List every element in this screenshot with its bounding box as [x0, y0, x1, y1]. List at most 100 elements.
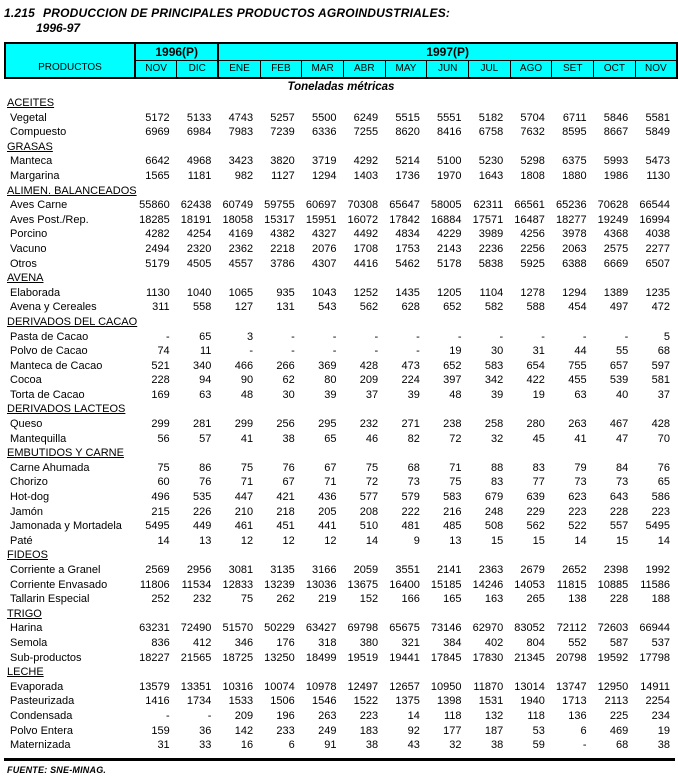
value-cell: 1040 [186, 286, 212, 299]
table-row: Paté 14 13 12 12 12 14 9 13 15 15 14 15 14 [5, 534, 677, 549]
value-cell: 90 [240, 374, 254, 387]
value-cell: 586 [651, 491, 670, 504]
table-row: Vegetal 5172 5133 4743 5257 5500 6249 5515 5551 5… [5, 111, 677, 126]
value-cell: 3551 [395, 564, 420, 576]
value-cell: 587 [609, 636, 629, 649]
value-cell: 41 [240, 432, 254, 445]
value-cell: 16 [240, 739, 254, 752]
value-cell: 15951 [305, 213, 337, 226]
value-cell: 17798 [639, 651, 670, 664]
value-cell: 59755 [264, 199, 295, 212]
value-cell: 3978 [562, 228, 587, 241]
value-cell: 88 [490, 461, 504, 474]
value-cell: 5838 [478, 257, 504, 270]
value-cell: 216 [443, 505, 462, 518]
value-cell: 249 [318, 724, 337, 737]
value-cell: 63 [199, 388, 212, 401]
value-cell: 17571 [472, 213, 504, 226]
month-header-dic-1996: DIC [176, 60, 219, 79]
value-cell: 12 [240, 534, 254, 547]
value-cell: 72603 [597, 622, 629, 635]
value-cell: 982 [234, 169, 254, 182]
value-cell: 18058 [222, 213, 254, 226]
value-cell: 652 [443, 301, 462, 314]
table-row: Carne Ahumada 75 86 75 76 67 75 68 71 88 83 79 84 76 [5, 461, 677, 476]
value-cell: 19 [532, 388, 545, 401]
value-cell: 5179 [145, 257, 170, 270]
value-cell: 223 [568, 505, 587, 518]
row-label: Chorizo [10, 476, 48, 489]
value-cell: 2254 [645, 695, 670, 708]
value-cell: 1294 [311, 169, 337, 182]
value-cell: 19249 [597, 213, 629, 226]
value-cell: 1808 [520, 169, 545, 182]
table-body: Toneladas métricas ACEITES Vegetal 5172 5133… [5, 78, 677, 753]
value-cell: 31 [157, 739, 170, 752]
value-cell: 72490 [180, 622, 212, 635]
category-cell: DERIVADOS DEL CACAO [5, 315, 677, 330]
category-label: LECHE [7, 666, 44, 679]
value-cell: 13239 [264, 578, 295, 591]
table-row: Chorizo 60 76 71 67 71 72 73 75 83 77 73 73 65 [5, 475, 677, 490]
value-cell: 5581 [645, 111, 670, 124]
value-cell: 75 [240, 461, 254, 474]
value-cell: 4292 [353, 155, 379, 168]
value-cell: 2569 [145, 564, 170, 576]
value-cell: 8416 [437, 126, 462, 139]
value-cell: - [332, 345, 337, 358]
value-cell: 177 [443, 724, 462, 737]
value-cell: - [166, 709, 170, 722]
page-title-number: 1.215 [4, 6, 36, 20]
value-cell: - [332, 330, 337, 343]
value-cell: 15185 [430, 578, 462, 591]
value-cell: 263 [318, 709, 337, 722]
value-cell: 1970 [437, 169, 462, 182]
month-header-set-1997: SET [551, 60, 595, 79]
value-cell: 1643 [478, 169, 504, 182]
row-label: Manteca de Cacao [10, 359, 103, 372]
value-cell: 3786 [270, 257, 295, 270]
value-cell: 75 [365, 461, 379, 474]
value-cell: 223 [359, 709, 379, 722]
category-cell: AVENA [5, 271, 677, 286]
value-cell: 271 [401, 418, 420, 431]
value-cell: 262 [276, 593, 295, 606]
row-label: Queso [10, 418, 43, 431]
value-cell: 3719 [311, 155, 337, 168]
value-cell: 91 [324, 739, 337, 752]
value-cell: 1389 [603, 286, 629, 299]
value-cell: 2218 [270, 242, 295, 255]
row-label: Cocoa [10, 374, 42, 387]
table-row: Otros 5179 4505 4557 3786 4307 4416 5462 5178 583… [5, 257, 677, 272]
value-cell: 142 [234, 724, 254, 737]
value-cell: 14 [365, 534, 379, 547]
value-cell: 66944 [639, 622, 670, 635]
value-cell: 13 [199, 534, 212, 547]
category-label: DERIVADOS LACTEOS [7, 403, 126, 416]
value-cell: 33 [199, 739, 212, 752]
value-cell: 804 [526, 636, 545, 649]
value-cell: 6336 [311, 126, 337, 139]
value-cell: 5993 [603, 155, 629, 168]
value-cell: 228 [609, 593, 629, 606]
month-header-jun-1997: JUN [426, 60, 470, 79]
value-cell: 2141 [437, 564, 462, 576]
value-cell: 118 [443, 709, 462, 722]
table-row: Queso 299 281 299 256 295 232 271 238 258 280 263 46… [5, 417, 677, 432]
value-cell: 11534 [181, 578, 212, 591]
value-cell: 10950 [430, 680, 462, 693]
value-cell: 428 [359, 359, 379, 372]
category-label: AVENA [7, 272, 44, 285]
value-cell: 57 [199, 432, 212, 445]
value-cell: 8667 [603, 126, 629, 139]
value-cell: 14053 [514, 578, 545, 591]
category-row: DERIVADOS DEL CACAO [5, 315, 677, 330]
value-cell: 75 [157, 461, 170, 474]
value-cell: 4968 [186, 155, 212, 168]
value-cell: 5257 [270, 111, 295, 124]
category-row: EMBUTIDOS Y CARNE [5, 446, 677, 461]
value-cell: 5214 [395, 155, 420, 168]
value-cell: 19 [657, 724, 670, 737]
value-cell: 558 [193, 301, 212, 314]
row-label: Vacuno [10, 242, 47, 255]
